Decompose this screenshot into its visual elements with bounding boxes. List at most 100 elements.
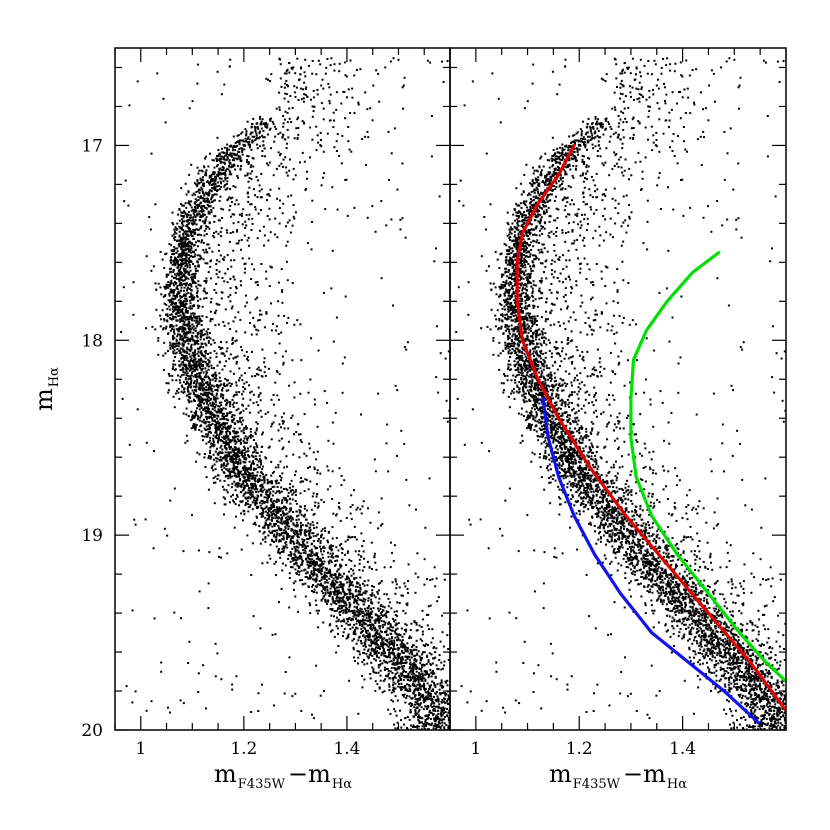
star-point [329, 571, 332, 574]
star-point [266, 478, 269, 481]
star-point [252, 469, 255, 472]
star-point [320, 584, 323, 587]
star-point [188, 362, 191, 365]
star-point [204, 410, 207, 412]
star-point [248, 138, 251, 141]
star-point [206, 395, 209, 398]
star-point [453, 724, 455, 726]
star-point [402, 643, 405, 645]
star-point [411, 672, 414, 675]
star-point [208, 192, 211, 195]
star-point [437, 724, 440, 726]
star-point [179, 336, 182, 339]
star-point [187, 332, 190, 335]
star-point [197, 182, 200, 185]
star-point [440, 711, 443, 714]
star-point [231, 467, 234, 470]
star-point [382, 679, 385, 682]
star-point [321, 597, 324, 600]
star-point [420, 670, 423, 673]
star-point [174, 262, 177, 265]
star-point [217, 441, 219, 444]
star-point [173, 250, 176, 253]
star-point [163, 368, 165, 371]
star-point [189, 248, 192, 251]
star-point [194, 349, 197, 352]
star-point [171, 211, 174, 214]
star-point [419, 697, 422, 700]
star-point [318, 545, 321, 548]
star-point [221, 415, 224, 417]
star-point [330, 573, 332, 576]
star-point [364, 590, 367, 593]
star-point [211, 401, 214, 404]
star-point [178, 219, 181, 222]
star-point [223, 382, 226, 385]
star-point [220, 458, 223, 461]
star-point [298, 579, 301, 582]
star-point [357, 639, 360, 642]
star-point [232, 464, 235, 467]
star-point [210, 404, 213, 407]
star-point [263, 136, 266, 139]
star-point [427, 735, 429, 737]
star-point [150, 269, 153, 272]
star-point [351, 626, 354, 629]
star-point [236, 495, 239, 498]
star-point [185, 331, 188, 334]
star-point [261, 485, 264, 488]
star-point [401, 665, 404, 668]
star-point [181, 330, 184, 333]
star-point [200, 367, 203, 370]
star-point [403, 629, 406, 632]
star-point [214, 183, 217, 186]
star-point [233, 480, 236, 483]
star-point [247, 141, 250, 144]
star-point [315, 557, 318, 560]
star-point [421, 736, 423, 738]
star-point [198, 205, 201, 207]
star-point [200, 357, 202, 360]
star-point [179, 289, 182, 292]
star-point [201, 178, 204, 181]
star-point [262, 473, 264, 476]
star-point [240, 454, 243, 457]
star-point [198, 322, 201, 325]
star-point [169, 341, 172, 344]
star-point [213, 179, 216, 182]
star-point [239, 500, 242, 503]
star-point [206, 192, 208, 195]
star-point [214, 371, 217, 374]
star-point [410, 663, 412, 666]
star-point [225, 448, 228, 451]
star-point [226, 167, 229, 170]
star-point [182, 412, 185, 415]
star-point [202, 346, 205, 349]
star-point [415, 665, 418, 668]
star-point [295, 502, 298, 505]
star-point [208, 396, 210, 399]
star-point [212, 477, 215, 480]
star-point [184, 340, 187, 343]
star-point [348, 585, 351, 588]
star-point [234, 149, 237, 152]
star-point [300, 555, 303, 558]
star-point [427, 696, 429, 699]
star-point [301, 538, 304, 541]
star-point [473, 715, 475, 717]
star-point [209, 410, 212, 413]
star-point [281, 569, 284, 572]
star-point [271, 525, 274, 528]
star-point [211, 374, 213, 377]
star-point [308, 562, 311, 565]
star-point [365, 632, 368, 634]
star-point [358, 611, 360, 614]
star-point [354, 595, 357, 598]
star-point [296, 541, 299, 544]
star-point [180, 244, 183, 247]
star-point [192, 238, 195, 241]
star-point [240, 451, 242, 454]
star-point [233, 448, 236, 451]
star-point [387, 641, 390, 644]
star-point [458, 695, 460, 697]
